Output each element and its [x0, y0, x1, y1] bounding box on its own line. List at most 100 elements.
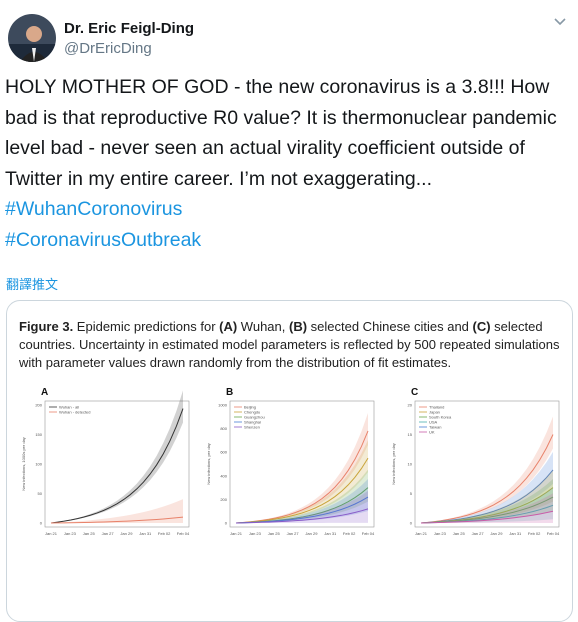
legend-label: UK: [429, 430, 435, 435]
x-tick-label: Jan 27: [102, 531, 115, 536]
y-axis-label: New infections, 1000s per day: [21, 437, 26, 491]
legend-label: Japan: [429, 410, 440, 415]
y-tick-label: 100: [35, 462, 42, 467]
legend-label: Chengdu: [244, 410, 260, 415]
avatar[interactable]: [8, 14, 56, 62]
menu-chevron[interactable]: [552, 16, 568, 28]
tweet-text: HOLY MOTHER OF GOD - the new coronavirus…: [5, 72, 575, 255]
x-tick-label: Jan 23: [249, 531, 262, 536]
caption-part: (C): [472, 319, 491, 334]
y-tick-label: 600: [220, 450, 227, 455]
y-tick-label: 200: [35, 403, 42, 408]
uncertainty-band: [236, 479, 368, 523]
x-tick-label: Jan 25: [83, 531, 96, 536]
y-tick-label: 0: [225, 521, 228, 526]
curve: [420, 434, 554, 524]
legend-label: South Korea: [429, 415, 452, 420]
uncertainty-band: [421, 479, 553, 523]
panel-label: A: [41, 387, 48, 398]
legend-label: Guangzhou: [244, 415, 265, 420]
uncertainty-band: [51, 499, 183, 523]
curve: [235, 457, 369, 524]
caption-part: selected countries. Uncertainty in estim…: [19, 319, 560, 370]
x-tick-label: Feb 02: [528, 531, 541, 536]
x-tick-label: Jan 27: [472, 531, 485, 536]
x-tick-label: Jan 25: [453, 531, 466, 536]
x-tick-label: Jan 27: [287, 531, 300, 536]
chart-panel: A New infections, 1000s per day 200 150 100 5…: [21, 387, 190, 536]
uncertainty-band: [421, 469, 553, 523]
uncertainty-band: [421, 451, 553, 523]
y-tick-label: 5: [410, 491, 413, 496]
legend-label: Wuhan - detected: [59, 410, 91, 415]
x-tick-label: Jan 23: [434, 531, 447, 536]
panel-label: B: [226, 387, 233, 398]
x-tick-label: Jan 21: [415, 531, 428, 536]
legend-label: USA: [429, 420, 438, 425]
plot-frame: [229, 400, 375, 528]
tweet-page: Dr. Eric Feigl-Ding @DrEricDing HOLY MOT…: [5, 14, 575, 622]
y-tick-label: 0: [410, 521, 413, 526]
uncertainty-band: [421, 416, 553, 523]
x-tick-label: Jan 21: [45, 531, 58, 536]
caption-part: Figure 3.: [19, 319, 74, 334]
hashtag[interactable]: #CoronavirusOutbreak: [5, 228, 202, 251]
tweet-body: HOLY MOTHER OF GOD - the new coronavirus…: [5, 76, 557, 190]
caption-part: Epidemic predictions for: [73, 319, 220, 334]
legend-label: Thailand: [429, 405, 444, 410]
uncertainty-band: [51, 390, 183, 523]
x-tick-label: Feb 04: [362, 531, 375, 536]
x-tick-label: Jan 31: [139, 531, 152, 536]
x-tick-label: Jan 21: [230, 531, 243, 536]
plot-frame: [44, 400, 190, 528]
x-tick-label: Jan 29: [490, 531, 503, 536]
y-axis-label: New infections, per day: [206, 443, 211, 485]
author-handle[interactable]: @DrEricDing: [64, 40, 152, 57]
author-name[interactable]: Dr. Eric Feigl-Ding: [64, 20, 195, 37]
y-tick-label: 150: [35, 432, 42, 437]
plot-frame: [414, 400, 560, 528]
x-tick-label: Jan 25: [268, 531, 281, 536]
caption-part: Wuhan,: [237, 319, 289, 334]
figure-caption: Figure 3. Epidemic predictions for (A) W…: [19, 318, 564, 372]
legend-label: Shenzen: [244, 425, 260, 430]
translate-link[interactable]: 翻譯推文: [6, 277, 59, 292]
uncertainty-band: [236, 469, 368, 523]
y-tick-label: 15: [408, 432, 413, 437]
y-tick-label: 0: [40, 521, 43, 526]
x-tick-label: Feb 04: [177, 531, 190, 536]
curve: [50, 408, 184, 524]
legend-label: Taiwan: [429, 425, 441, 430]
uncertainty-band: [421, 493, 553, 523]
x-tick-label: Jan 31: [324, 531, 337, 536]
y-tick-label: 400: [220, 473, 227, 478]
panel-label: C: [411, 387, 418, 398]
legend-label: Shanghai: [244, 420, 261, 425]
curve: [50, 516, 184, 524]
x-tick-label: Jan 29: [120, 531, 133, 536]
curve: [420, 510, 554, 524]
legend-label: Wuhan - all: [59, 405, 79, 410]
legend-label: Beijing: [244, 405, 256, 410]
curve: [235, 508, 369, 524]
uncertainty-band: [236, 490, 368, 523]
y-tick-label: 50: [38, 491, 43, 496]
caption-part: (B): [288, 319, 308, 334]
caption-part: (A): [219, 319, 238, 334]
x-tick-label: Feb 02: [158, 531, 171, 536]
y-axis-label: New infections, per day: [391, 443, 396, 485]
x-tick-label: Jan 29: [305, 531, 318, 536]
y-tick-label: 800: [220, 426, 227, 431]
hashtag[interactable]: #WuhanCoronovirus: [5, 198, 183, 220]
image-card[interactable]: Figure 3. Epidemic predictions for (A) W…: [6, 300, 573, 622]
y-tick-label: 20: [408, 403, 413, 408]
y-tick-label: 10: [408, 462, 413, 467]
y-tick-label: 200: [220, 497, 227, 502]
x-tick-label: Feb 04: [547, 531, 560, 536]
x-tick-label: Jan 23: [64, 531, 77, 536]
y-tick-label: 1000: [218, 403, 228, 408]
x-tick-label: Feb 02: [343, 531, 356, 536]
chart-panel: B New infections, per day 1000 800 600 400 200…: [206, 387, 375, 536]
x-tick-label: Jan 31: [509, 531, 522, 536]
